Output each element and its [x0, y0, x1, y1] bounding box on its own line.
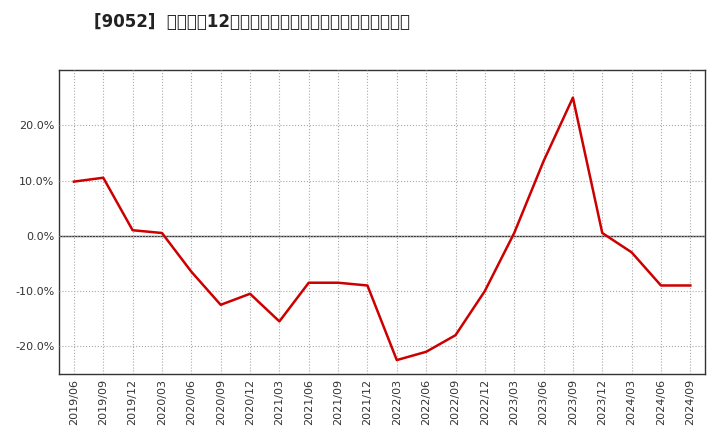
Text: [9052]  売上高の12か月移動合計の対前年同期増減率の推移: [9052] 売上高の12か月移動合計の対前年同期増減率の推移 [94, 13, 410, 31]
